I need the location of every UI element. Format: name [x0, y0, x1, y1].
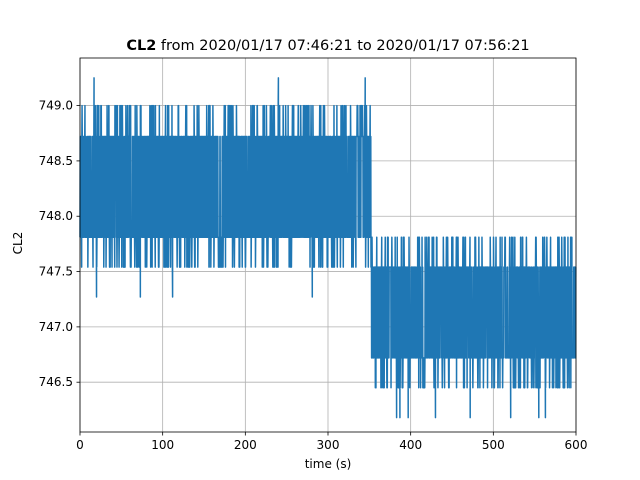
plot-area [79, 77, 577, 419]
x-tick-label: 300 [317, 438, 340, 452]
chart-title-bold: CL2 [126, 38, 156, 54]
y-tick-label: 748.0 [39, 209, 73, 223]
x-axis-label: time (s) [305, 457, 352, 471]
chart-title-rest: from 2020/01/17 07:46:21 to 2020/01/17 0… [156, 38, 529, 54]
x-tick-label: 400 [399, 438, 422, 452]
y-tick-label: 747.0 [39, 320, 73, 334]
x-tick-label: 100 [151, 438, 174, 452]
x-axis: 0 100 200 300 400 500 600 [76, 432, 587, 452]
chart-title: CL2 from 2020/01/17 07:46:21 to 2020/01/… [126, 38, 529, 54]
y-tick-label: 747.5 [39, 265, 73, 279]
y-axis-label: CL2 [11, 232, 25, 255]
x-tick-label: 600 [565, 438, 588, 452]
y-tick-label: 748.5 [39, 154, 73, 168]
series-line [79, 77, 577, 419]
x-tick-label: 0 [76, 438, 84, 452]
y-tick-label: 749.0 [39, 99, 73, 113]
x-tick-label: 200 [234, 438, 257, 452]
y-axis: 746.5 747.0 747.5 748.0 748.5 749.0 [39, 99, 80, 389]
x-tick-label: 500 [482, 438, 505, 452]
y-tick-label: 746.5 [39, 375, 73, 389]
